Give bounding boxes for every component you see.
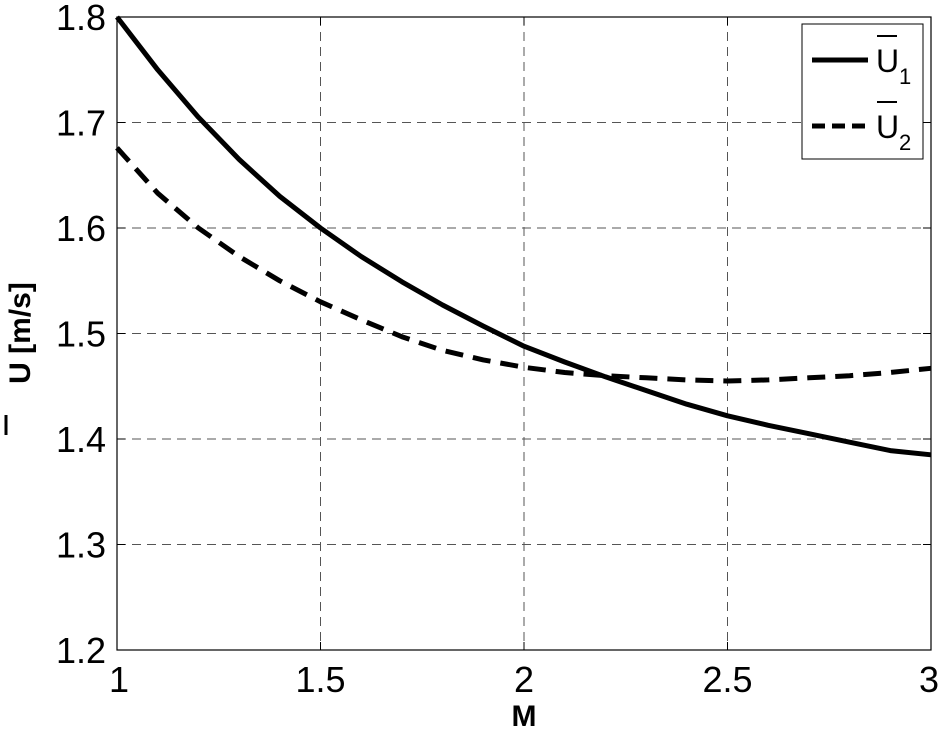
- legend-label-u1: U: [876, 43, 899, 79]
- axis-ticks: 1 1.5 2 2.5 3 1.2 1.3 1.4 1.5 1.6 1.7 1.8: [56, 0, 939, 700]
- legend-subscript: 2: [899, 130, 911, 155]
- legend-label-u2: U: [876, 109, 899, 145]
- legend-subscript: 1: [899, 64, 911, 89]
- series-line-u1: [115, 15, 932, 458]
- x-tick-label: 3: [919, 659, 939, 700]
- y-tick-label: 1.7: [56, 103, 106, 144]
- y-tick-label: 1.5: [56, 314, 106, 355]
- grid-lines: [117, 17, 931, 650]
- y-tick-label: 1.4: [56, 419, 106, 460]
- x-tick-label: 1.5: [295, 659, 345, 700]
- y-axis-label-group: U [m/s]: [4, 282, 37, 435]
- legend: U 1U 2: [801, 23, 924, 160]
- y-tick-label: 1.3: [56, 525, 106, 566]
- legend-box: [801, 23, 924, 160]
- series-lines: [115, 15, 932, 458]
- y-tick-label: 1.8: [56, 0, 106, 38]
- y-axis-label: U [m/s]: [4, 282, 37, 384]
- y-tick-label: 1.2: [56, 630, 106, 671]
- x-tick-label: 1: [109, 659, 129, 700]
- x-axis-label: M: [512, 700, 537, 732]
- x-tick-label: 2: [514, 659, 534, 700]
- x-tick-label: 2.5: [702, 659, 752, 700]
- series-line-u2: [115, 146, 932, 384]
- y-tick-label: 1.6: [56, 208, 106, 249]
